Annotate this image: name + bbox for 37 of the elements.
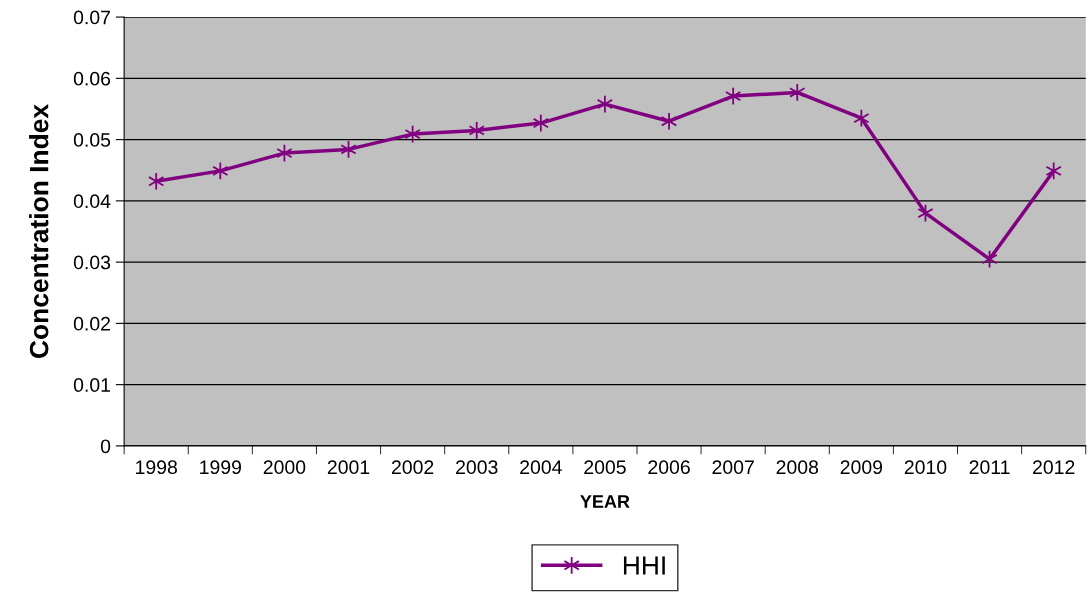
x-tick-label: 2003 [456, 460, 498, 475]
point [789, 83, 806, 102]
y-tick-label: 0.03 [73, 255, 111, 270]
x-tick-label: 2009 [840, 460, 883, 475]
point [212, 161, 229, 181]
point [596, 94, 614, 114]
x-tick-label: 2011 [969, 460, 1010, 475]
point [532, 113, 549, 133]
x-tick-label: 2008 [776, 460, 819, 475]
x-tick-label: 2007 [712, 460, 754, 475]
point [1045, 161, 1062, 181]
point [725, 86, 742, 106]
x-tick-label: 1998 [136, 460, 177, 475]
x-tick-label: 2005 [584, 460, 626, 475]
y-axis-title: Concentration Index [29, 104, 49, 358]
y-tick-label: 0.06 [73, 71, 111, 86]
legend-label: HHI [623, 556, 665, 575]
x-tick-label: 2001 [327, 460, 370, 475]
y-tick-label: 0.04 [73, 194, 111, 209]
x-tick-label: 2012 [1033, 460, 1075, 475]
y-tick-label: 0.01 [73, 378, 111, 392]
x-axis-title: YEAR [580, 495, 630, 508]
x-tick-label: 2004 [520, 460, 562, 475]
point [148, 172, 165, 191]
x-tick-label: 2010 [904, 460, 947, 475]
x-tick-label: 1999 [200, 460, 242, 475]
y-tick-label: 0 [100, 439, 111, 454]
point [853, 108, 870, 128]
y-tick-label: 0.05 [73, 133, 111, 147]
point [468, 121, 485, 140]
x-tick-label: 2002 [391, 460, 434, 475]
point [404, 124, 421, 144]
x-tick-label: 2000 [263, 460, 306, 475]
x-tick-label: 2006 [648, 460, 690, 475]
y-tick-label: 0.02 [73, 316, 110, 331]
point [660, 111, 678, 131]
y-tick-label: 0.07 [73, 10, 110, 25]
